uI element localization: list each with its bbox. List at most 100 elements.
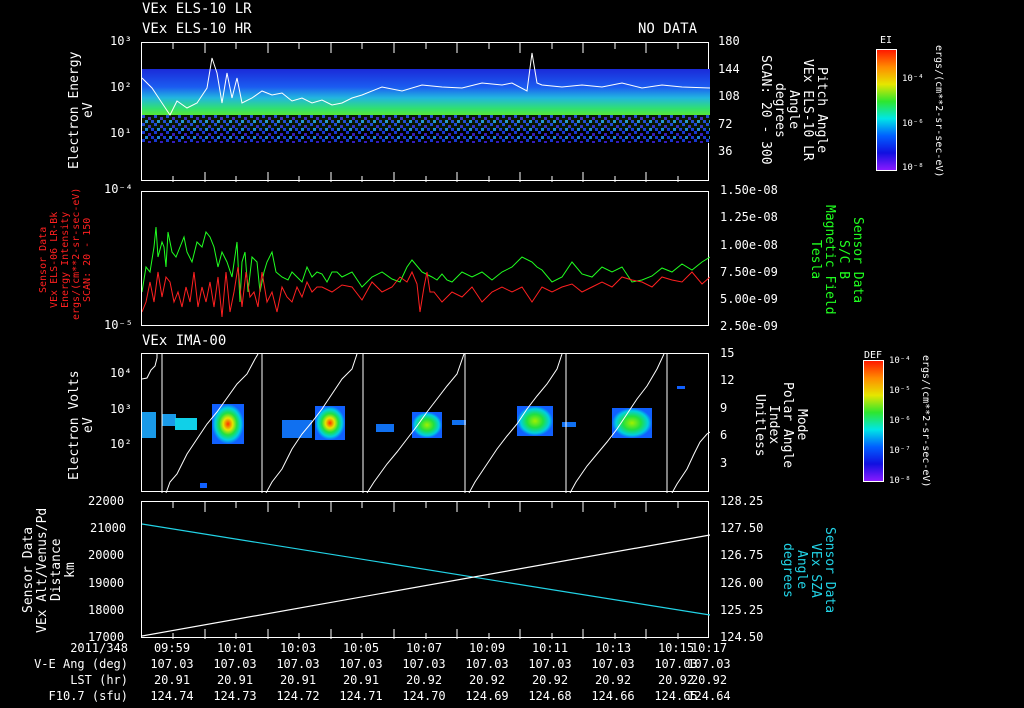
footer-label-ve-ang: V-E Ang (deg): [34, 657, 128, 671]
footer-f107: 124.73: [213, 689, 257, 703]
panel4-ytick-19000: 19000: [88, 576, 125, 590]
panel3-title: VEx IMA-00: [142, 333, 227, 349]
panel4-ytick-22000: 22000: [88, 494, 125, 508]
footer-f107: 124.69: [465, 689, 509, 703]
panel2-rtick-1.00e-08: 1.00e-08: [720, 238, 778, 252]
panel1-title-lr: VEx ELS-10 LR: [142, 1, 252, 17]
panel4-plot: [142, 502, 710, 639]
panel4-ylabel-right: Sensor Data VEx SZA Angle degrees: [780, 526, 837, 614]
footer-f107: 124.64: [687, 689, 731, 703]
panel3-ytick-1e4: 10⁴: [110, 366, 132, 380]
panel2-ylabel-right: Sensor Data S/C B Magnetic Field Tesla: [808, 205, 865, 315]
no-data-label: NO DATA: [638, 21, 698, 37]
footer-ve-ang: 107.03: [654, 657, 698, 671]
footer-ve-ang: 107.03: [213, 657, 257, 671]
footer-time: 09:59: [153, 641, 191, 655]
footer-f107: 124.65: [654, 689, 698, 703]
panel2-ytick-1e-4: 10⁻⁴: [104, 182, 133, 196]
footer-f107: 124.66: [591, 689, 635, 703]
footer-lst: 20.92: [468, 673, 506, 687]
panel2-plot: [142, 226, 710, 318]
footer-ve-ang: 107.03: [591, 657, 635, 671]
panel2-intensity-bfield-plot[interactable]: [141, 191, 710, 326]
colorbar-def-title: DEF: [864, 350, 883, 361]
panel3-ima-spectrogram[interactable]: [141, 353, 710, 493]
footer-time: 10:01: [216, 641, 254, 655]
colorbar-def-tick-3: 10⁻⁶: [889, 416, 911, 426]
footer-lst: 20.91: [216, 673, 254, 687]
panel3-plot: [142, 354, 710, 493]
panel3-rtick-15: 15: [720, 346, 735, 360]
colorbar-ei-tick-3: 10⁻⁸: [902, 163, 924, 173]
panel4-ylabel-left: Sensor Data VEx Alt/Venus/Pd Distance km: [21, 507, 78, 633]
panel3-ylabel: Electron Volts eV: [67, 370, 96, 480]
footer-time: 10:17: [690, 641, 728, 655]
footer-ve-ang: 107.03: [402, 657, 446, 671]
panel3-ylabel-right: Mode Polar Angle Index Unitless: [752, 381, 809, 469]
footer-f107: 124.71: [339, 689, 383, 703]
footer-row-f107: F10.7 (sfu) 124.74 124.73 124.72 124.71 …: [0, 689, 1024, 703]
panel2-rtick-1.50e-08: 1.50e-08: [720, 183, 778, 197]
footer-ve-ang: 107.03: [465, 657, 509, 671]
footer-lst: 20.92: [690, 673, 728, 687]
colorbar-ei-title: EI: [880, 35, 893, 46]
panel1-rtick-72: 72: [718, 117, 733, 131]
panel2-ytick-1e-5: 10⁻⁵: [104, 318, 133, 332]
footer-lst: 20.92: [531, 673, 569, 687]
footer-time: 10:05: [342, 641, 380, 655]
footer-time: 10:15: [657, 641, 695, 655]
colorbar-ei-tick-1: 10⁻⁴: [902, 74, 924, 84]
panel3-rtick-12: 12: [720, 373, 735, 387]
footer-ve-ang: 107.03: [687, 657, 731, 671]
footer-f107: 124.72: [276, 689, 320, 703]
footer-label-lst: LST (hr): [70, 673, 128, 687]
panel1-ticks: [172, 43, 679, 182]
footer-ve-ang: 107.03: [276, 657, 320, 671]
panel1-ytick-10: 10¹: [110, 126, 132, 140]
panel4-rtick-128.25: 128.25: [720, 494, 764, 508]
panel3-ytick-1e3: 10³: [110, 402, 132, 416]
colorbar-ei-tick-2: 10⁻⁶: [902, 119, 924, 129]
footer-f107: 124.68: [528, 689, 572, 703]
colorbar-def-tick-5: 10⁻⁸: [889, 476, 911, 486]
panel2-rtick-1.25e-08: 1.25e-08: [720, 210, 778, 224]
panel1-rtick-108: 108: [718, 89, 740, 103]
footer-row-lst: LST (hr) 20.91 20.91 20.91 20.91 20.92 2…: [0, 673, 1024, 687]
footer-f107: 124.74: [150, 689, 194, 703]
footer-lst: 20.92: [594, 673, 632, 687]
panel4-rtick-126.00: 126.00: [720, 576, 764, 590]
panel1-plot: [142, 52, 710, 143]
panel1-rtick-144: 144: [718, 62, 740, 76]
panel1-ylabel-right: Pitch Angle VEx ELS-10 LR Angle degrees …: [758, 55, 829, 165]
footer-label-f107: F10.7 (sfu): [48, 689, 128, 703]
panel4-ytick-21000: 21000: [90, 521, 127, 535]
footer-lst: 20.92: [657, 673, 695, 687]
panel3-rtick-9: 9: [720, 401, 728, 415]
panel4-ytick-18000: 18000: [88, 603, 125, 617]
footer-time: 10:13: [594, 641, 632, 655]
colorbar-ei-unit: ergs/(cm**2-sr-sec-eV): [933, 45, 944, 178]
panel2-rtick-2.50e-09: 2.50e-09: [720, 319, 778, 333]
panel1-rtick-36: 36: [718, 144, 733, 158]
panel1-ytick-100: 10²: [110, 80, 132, 94]
footer-lst: 20.91: [342, 673, 380, 687]
panel4-rtick-127.50: 127.50: [720, 521, 764, 535]
panel4-altitude-sza-plot[interactable]: [141, 501, 710, 639]
panel2-rtick-5.00e-09: 5.00e-09: [720, 292, 778, 306]
panel3-rtick-6: 6: [720, 428, 728, 442]
footer-label-date: 2011/348: [70, 641, 128, 655]
colorbar-ei: [876, 49, 897, 171]
panel3-ytick-1e2: 10²: [110, 437, 132, 451]
panel3-rtick-3: 3: [720, 456, 728, 470]
colorbar-def: [863, 360, 884, 482]
panel4-ytick-20000: 20000: [88, 548, 125, 562]
colorbar-def-tick-4: 10⁻⁷: [889, 446, 911, 456]
footer-row-ve-ang: V-E Ang (deg) 107.03 107.03 107.03 107.0…: [0, 657, 1024, 671]
panel2-ylabel-left: Sensor Data VEx ELS-06 LR-Bk Energy Inte…: [38, 187, 93, 320]
footer-ve-ang: 107.03: [528, 657, 572, 671]
footer-time: 10:09: [468, 641, 506, 655]
panel4-rtick-124.50: 124.50: [720, 630, 764, 644]
panel4-rtick-126.75: 126.75: [720, 548, 764, 562]
footer-row-time: 2011/348 09:59 10:01 10:03 10:05 10:07 1…: [0, 641, 1024, 655]
panel1-electron-energy-spectrogram[interactable]: [141, 42, 710, 182]
